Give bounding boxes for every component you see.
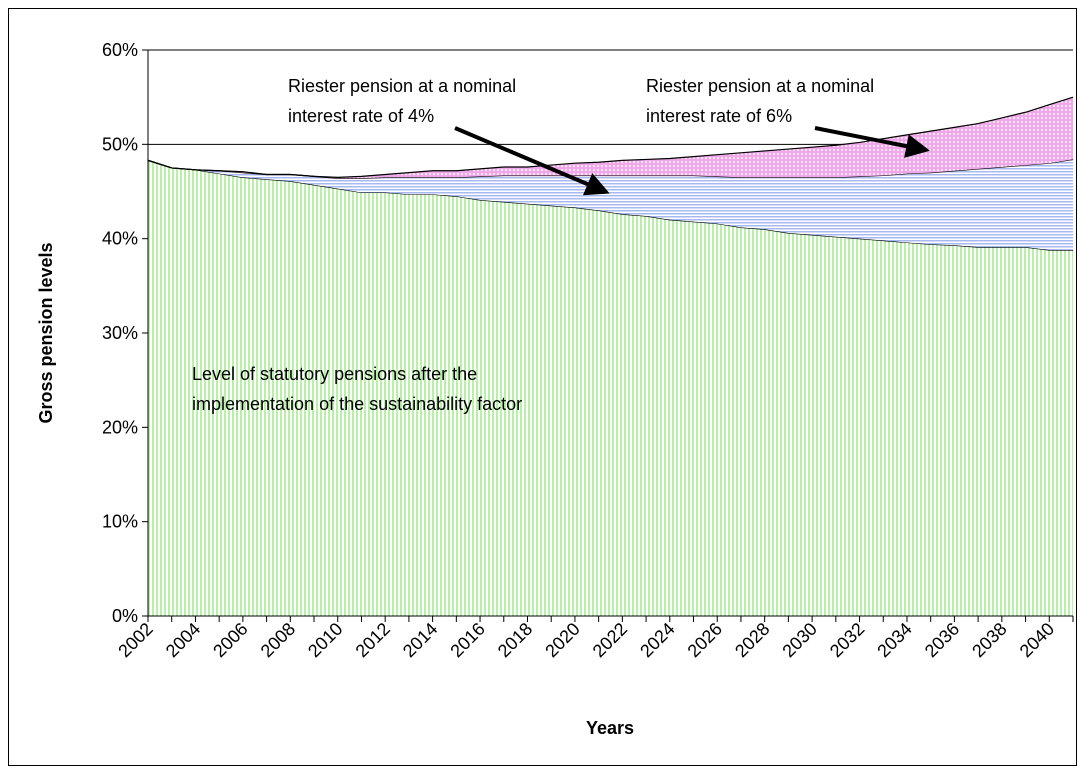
x-tick-label: 2036 (921, 619, 963, 661)
y-tick-label: 40% (102, 229, 138, 249)
annotation: interest rate of 6% (646, 106, 792, 126)
x-tick-label: 2014 (399, 619, 441, 661)
x-tick-label: 2040 (1016, 619, 1058, 661)
x-tick-label: 2032 (826, 619, 868, 661)
x-axis-title: Years (586, 718, 634, 738)
x-tick-label: 2038 (968, 619, 1010, 661)
x-tick-label: 2024 (636, 619, 678, 661)
x-tick-label: 2004 (162, 619, 204, 661)
x-tick-label: 2034 (873, 619, 915, 661)
arrow (814, 126, 930, 158)
y-tick-label: 0% (112, 606, 138, 626)
y-tick-label: 10% (102, 512, 138, 532)
y-tick-label: 20% (102, 417, 138, 437)
annotation: interest rate of 4% (288, 106, 434, 126)
annotation: Level of statutory pensions after the (192, 364, 477, 384)
x-tick-label: 2010 (304, 619, 346, 661)
x-tick-label: 2012 (352, 619, 394, 661)
annotation: Riester pension at a nominal (646, 76, 874, 96)
y-tick-label: 60% (102, 40, 138, 60)
x-tick-label: 2006 (209, 619, 251, 661)
arrow (454, 126, 610, 196)
x-tick-label: 2028 (731, 619, 773, 661)
x-tick-label: 2030 (778, 619, 820, 661)
frame (8, 8, 1077, 766)
y-axis-title: Gross pension levels (36, 242, 56, 423)
x-tick-label: 2020 (541, 619, 583, 661)
x-tick-label: 2026 (684, 619, 726, 661)
area (148, 97, 1073, 179)
x-tick-label: 2022 (589, 619, 631, 661)
y-tick-label: 30% (102, 323, 138, 343)
x-tick-label: 2016 (446, 619, 488, 661)
x-tick-label: 2018 (494, 619, 536, 661)
area-outline (147, 96, 1074, 178)
area (148, 160, 1073, 616)
y-tick-label: 50% (102, 134, 138, 154)
area (148, 159, 1073, 250)
annotation: implementation of the sustainability fac… (192, 394, 522, 414)
x-tick-label: 2008 (257, 619, 299, 661)
annotation: Riester pension at a nominal (288, 76, 516, 96)
